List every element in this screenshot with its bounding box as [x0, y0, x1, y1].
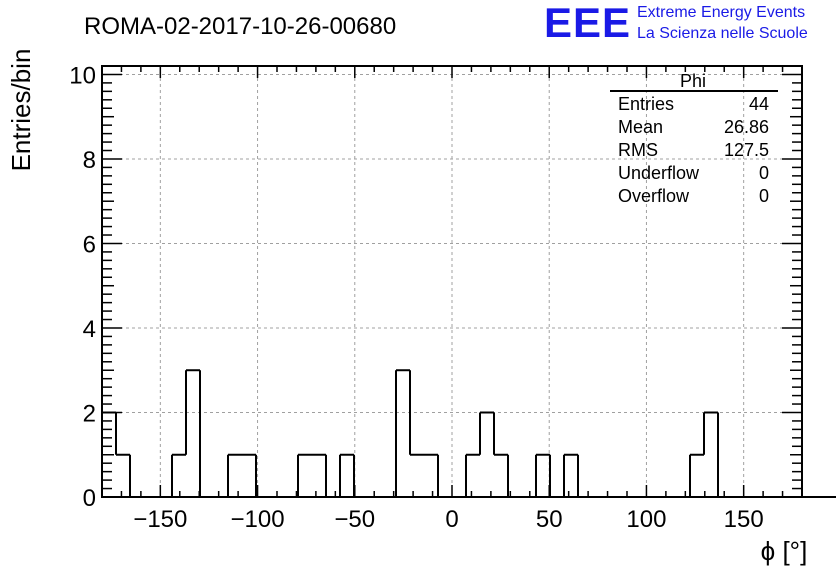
x-tick-label: −50 — [334, 506, 375, 533]
y-axis-ticks — [102, 65, 802, 498]
stats-box: Phi Entries 44 Mean 26.86 RMS 127.5 Underflow 0… — [610, 71, 778, 206]
x-tick-labels: −150 −100 −50 0 50 100 150 — [133, 506, 763, 533]
x-tick-label: 150 — [724, 506, 764, 533]
stats-value: 26.86 — [724, 117, 769, 137]
x-tick-label: −100 — [231, 506, 285, 533]
x-tick-label: 100 — [626, 506, 666, 533]
y-tick-label: 2 — [83, 400, 96, 427]
logo-subtitle-1: Extreme Energy Events — [637, 4, 806, 21]
y-axis-label: Entries/bin — [6, 49, 36, 172]
stats-label: RMS — [618, 140, 658, 160]
y-tick-label: 4 — [83, 316, 96, 343]
stats-value: 0 — [759, 163, 769, 183]
y-tick-label: 6 — [83, 231, 96, 258]
logo-subtitle-2: La Scienza nelle Scuole — [637, 25, 808, 42]
grid-lines — [102, 66, 802, 497]
run-title: ROMA-02-2017-10-26-00680 — [84, 13, 396, 40]
stats-value: 0 — [759, 186, 769, 206]
y-tick-label: 8 — [83, 147, 96, 174]
stats-label: Underflow — [618, 163, 700, 183]
eee-logo: EEE — [544, 0, 632, 46]
y-tick-labels: 0 2 4 6 8 10 — [69, 62, 96, 512]
stats-label: Mean — [618, 117, 663, 137]
stats-label: Entries — [618, 94, 674, 114]
stats-value: 44 — [749, 94, 769, 114]
histogram-series — [101, 369, 836, 498]
stats-label: Overflow — [618, 186, 690, 206]
y-tick-label: 10 — [69, 62, 96, 89]
x-tick-label: 0 — [445, 506, 458, 533]
stats-title: Phi — [680, 71, 706, 91]
y-tick-label: 0 — [83, 485, 96, 512]
x-tick-label: −150 — [133, 506, 187, 533]
stats-value: 127.5 — [724, 140, 769, 160]
x-tick-label: 50 — [536, 506, 563, 533]
x-axis-label: ϕ [°] — [761, 536, 808, 566]
x-axis-ticks — [120, 66, 784, 497]
